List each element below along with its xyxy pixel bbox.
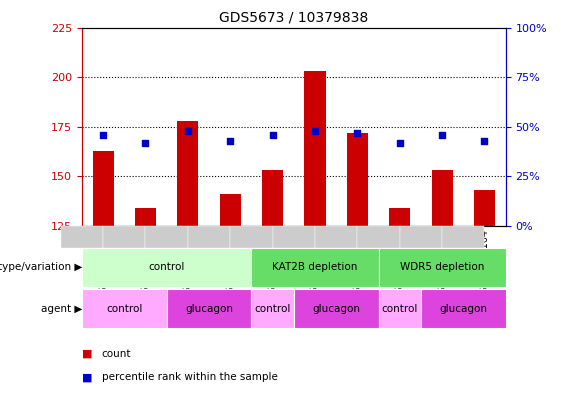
Point [98, 132, 107, 138]
Bar [82, 289, 167, 328]
Point [437, 132, 446, 138]
Bar [177, 121, 198, 226]
Text: glucagon: glucagon [185, 303, 233, 314]
Point [480, 138, 489, 144]
Text: count: count [102, 349, 131, 359]
Bar [251, 248, 379, 287]
Text: percentile rank within the sample: percentile rank within the sample [102, 372, 277, 382]
Text: ■: ■ [82, 372, 93, 382]
Text: agent ▶: agent ▶ [41, 303, 82, 314]
Bar [220, 194, 241, 226]
Point [311, 128, 320, 134]
Bar [432, 171, 453, 226]
Bar [421, 289, 506, 328]
Text: KAT2B depletion: KAT2B depletion [272, 262, 358, 272]
Point [141, 140, 150, 146]
Bar [93, 151, 114, 226]
Text: control: control [254, 303, 291, 314]
Bar [347, 133, 368, 226]
Text: glucagon: glucagon [312, 303, 360, 314]
Point [396, 140, 405, 146]
Bar [379, 248, 506, 287]
Bar [379, 289, 421, 328]
Bar [135, 208, 156, 226]
Text: control: control [381, 303, 418, 314]
Point [226, 138, 235, 144]
Bar [167, 289, 251, 328]
Text: genotype/variation ▶: genotype/variation ▶ [0, 262, 82, 272]
Bar [251, 289, 294, 328]
Bar [262, 171, 283, 226]
Point [353, 130, 362, 136]
Bar [474, 190, 495, 226]
Text: glucagon: glucagon [440, 303, 487, 314]
Text: control: control [106, 303, 142, 314]
Bar [305, 71, 325, 226]
Bar [294, 289, 379, 328]
Text: ■: ■ [82, 349, 93, 359]
Title: GDS5673 / 10379838: GDS5673 / 10379838 [219, 11, 368, 25]
Bar [389, 208, 410, 226]
Point [268, 132, 277, 138]
Text: control: control [149, 262, 185, 272]
Text: WDR5 depletion: WDR5 depletion [400, 262, 484, 272]
Point [183, 128, 192, 134]
Bar [82, 248, 251, 287]
